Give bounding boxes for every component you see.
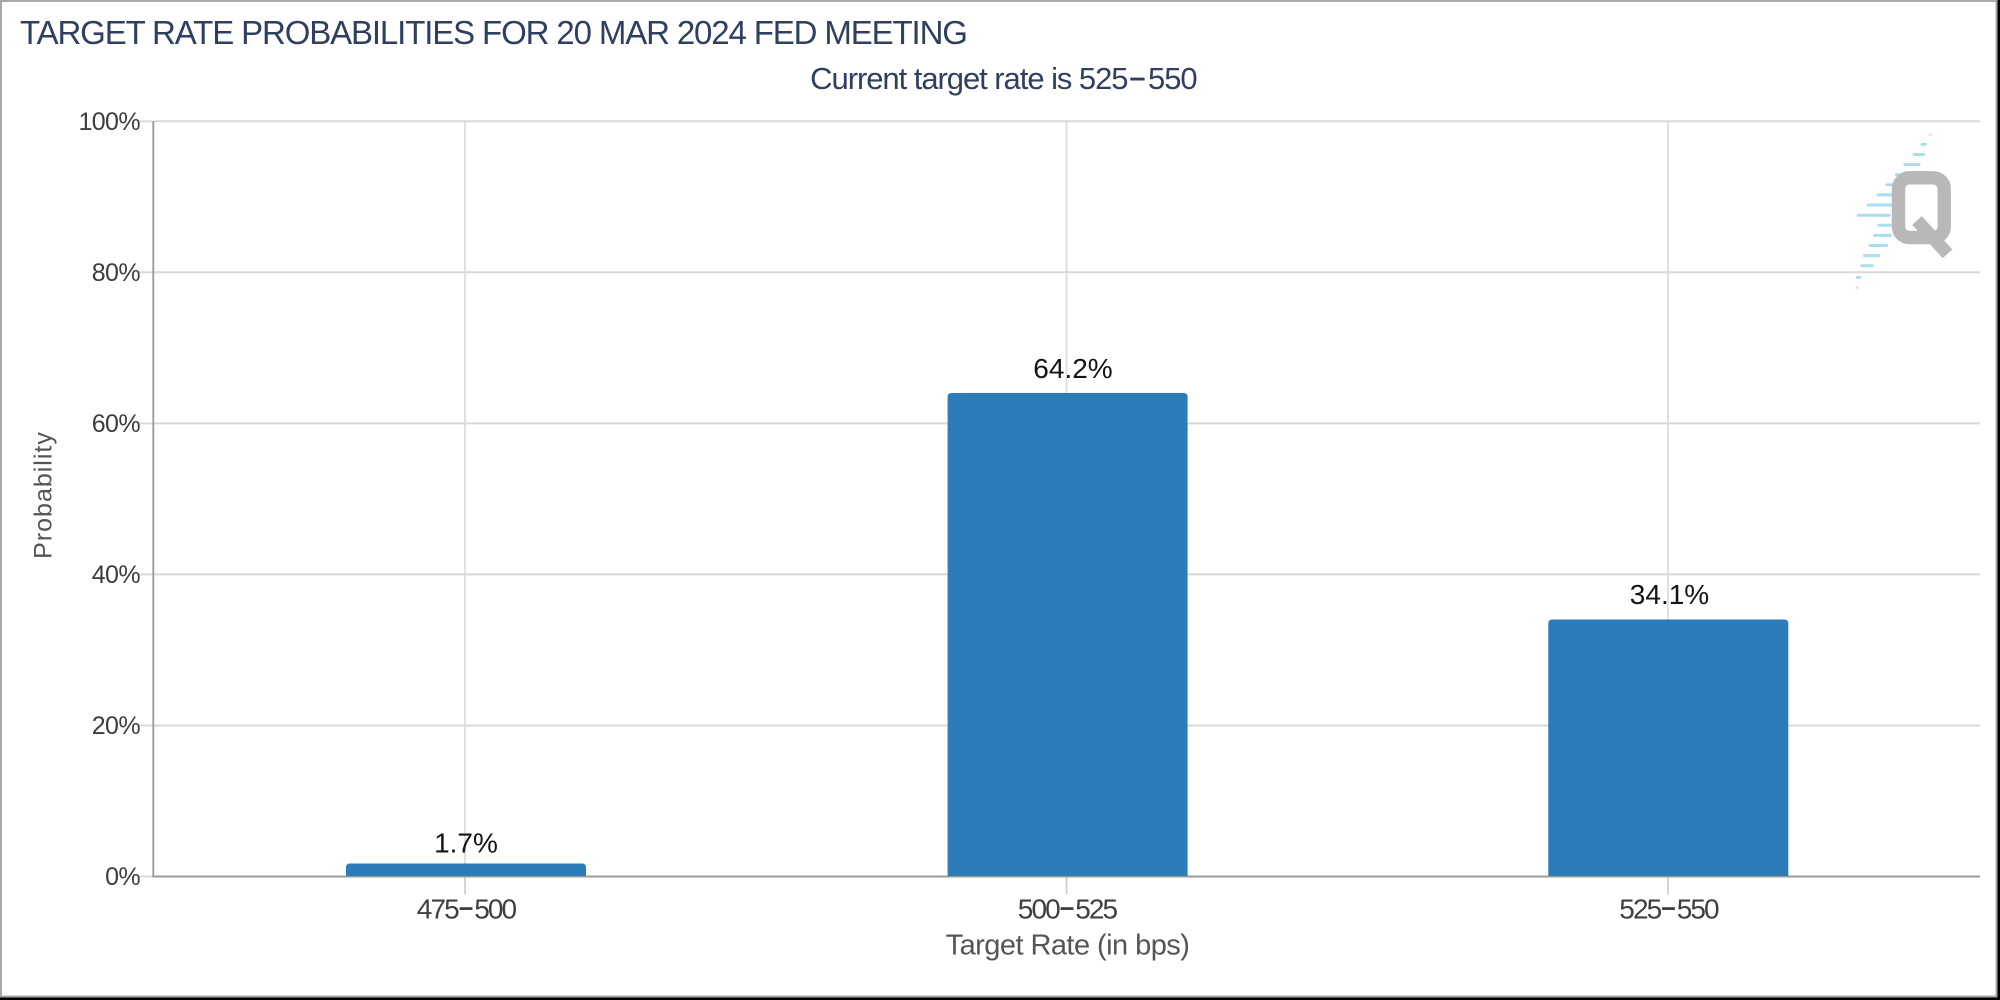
svg-text:40%: 40% xyxy=(92,561,141,589)
svg-text:34.1%: 34.1% xyxy=(1630,579,1709,610)
svg-text:Probability: Probability xyxy=(30,431,58,559)
svg-text:20%: 20% xyxy=(92,712,141,740)
svg-text:Target Rate (in bps): Target Rate (in bps) xyxy=(946,929,1190,961)
svg-text:1.7%: 1.7% xyxy=(434,828,498,859)
svg-text:0%: 0% xyxy=(105,863,140,891)
svg-text:500: 500 xyxy=(1018,894,1060,925)
svg-text:500: 500 xyxy=(474,894,516,925)
svg-text:525: 525 xyxy=(1619,894,1661,925)
svg-text:64.2%: 64.2% xyxy=(1033,353,1112,384)
svg-text:550: 550 xyxy=(1677,894,1719,925)
svg-text:100%: 100% xyxy=(78,108,140,136)
svg-text:Current target rate is 525: Current target rate is 525 xyxy=(810,61,1127,96)
svg-text:475: 475 xyxy=(417,894,459,925)
svg-text:TARGET RATE PROBABILITIES FOR: TARGET RATE PROBABILITIES FOR 20 MAR 202… xyxy=(20,14,967,51)
svg-text:60%: 60% xyxy=(92,410,141,438)
svg-text:550: 550 xyxy=(1148,61,1197,96)
svg-text:80%: 80% xyxy=(92,259,141,287)
svg-text:525: 525 xyxy=(1075,894,1117,925)
